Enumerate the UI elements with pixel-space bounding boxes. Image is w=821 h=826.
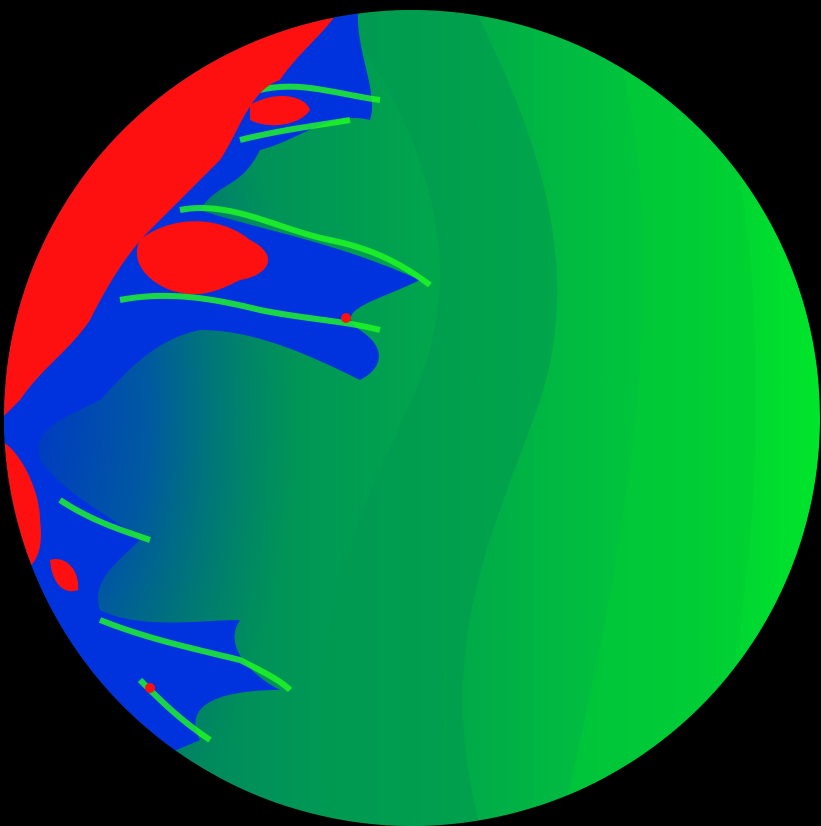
page bbox=[0, 0, 821, 826]
red-spot bbox=[341, 313, 351, 323]
red-spot bbox=[145, 683, 155, 693]
fractal-render bbox=[0, 0, 821, 826]
